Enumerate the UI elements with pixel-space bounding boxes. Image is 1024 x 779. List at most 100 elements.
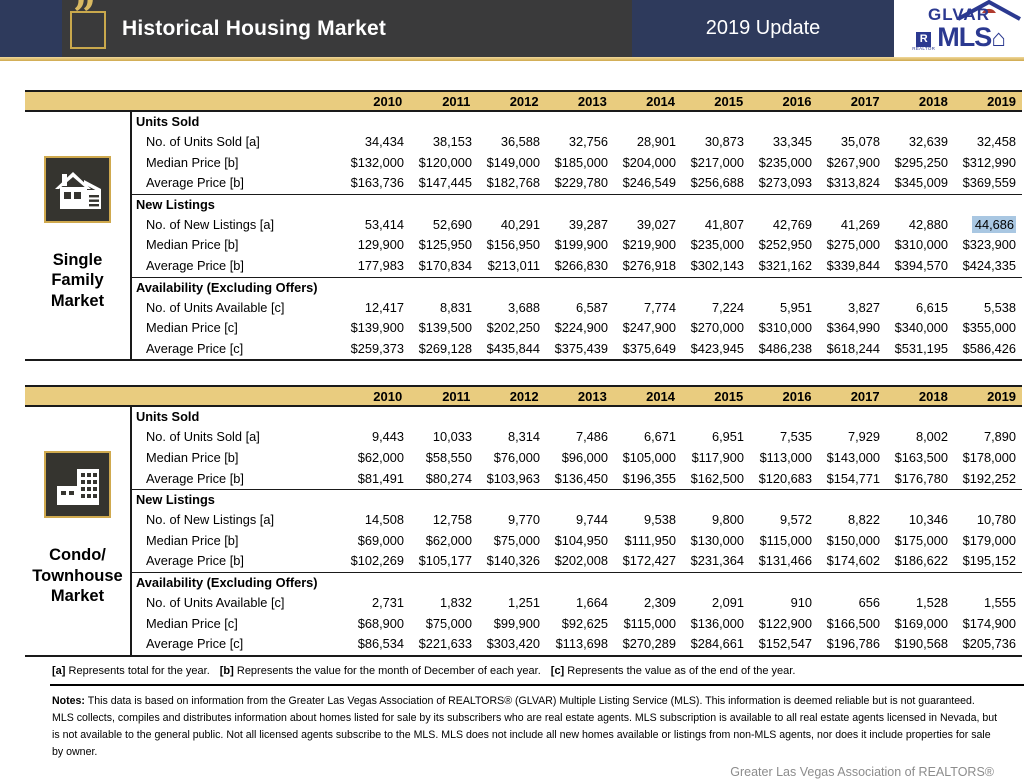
- value-cell: 8,002: [886, 427, 954, 448]
- value-text: $76,000: [493, 449, 540, 465]
- value-text: $486,238: [758, 340, 812, 356]
- value-text: 3,688: [507, 299, 540, 315]
- value-text: $252,950: [758, 237, 812, 253]
- value-text: $130,000: [690, 532, 744, 548]
- value-cell: 7,929: [818, 427, 886, 448]
- value-cell: $130,000: [682, 531, 750, 552]
- row-label: No. of Units Sold [a]: [146, 429, 260, 445]
- row-label: Median Price [c]: [146, 320, 238, 336]
- value-cell: $179,000: [954, 531, 1022, 552]
- year-header: 2010: [373, 93, 403, 109]
- table-row: Average Price [c] $259,373 $269,128 $435,84…: [132, 339, 1022, 360]
- value-cell: $586,426: [954, 339, 1022, 360]
- market-table: 2010 2011 2012 2013 2014 2015 2016 2017 2018 2019…: [25, 385, 1022, 657]
- value-cell: $113,698: [546, 634, 614, 655]
- year-header: 2011: [442, 388, 471, 404]
- value-cell: $185,000: [546, 153, 614, 174]
- value-text: 9,538: [643, 512, 676, 528]
- year-header: 2017: [850, 93, 880, 109]
- value-cell: $139,500: [410, 318, 478, 339]
- value-text: $270,000: [690, 320, 744, 336]
- value-cell: $375,649: [614, 339, 682, 360]
- row-label: Average Price [c]: [146, 636, 244, 652]
- value-cell: 2,731: [342, 593, 410, 614]
- table-row: Median Price [b] $132,000 $120,000 $149,000…: [132, 153, 1022, 174]
- value-text: 12,417: [364, 299, 404, 315]
- row-label: Average Price [b]: [146, 553, 244, 569]
- value-cell: $175,000: [886, 531, 954, 552]
- market-label-line: Market: [50, 291, 105, 310]
- value-text: 12,758: [432, 512, 472, 528]
- value-text: 6,587: [575, 299, 608, 315]
- value-text: $136,000: [690, 615, 744, 631]
- value-text: 10,033: [432, 429, 472, 445]
- value-cell: $136,000: [682, 614, 750, 635]
- value-cell: $302,143: [682, 256, 750, 277]
- value-text: 7,535: [779, 429, 812, 445]
- value-cell: 35,078: [818, 132, 886, 153]
- row-label: No. of New Listings [a]: [146, 512, 275, 528]
- year-header: 2018: [918, 93, 948, 109]
- market-label-line: Townhouse: [32, 566, 123, 585]
- value-text: $86,534: [357, 636, 404, 652]
- value-cell: $204,000: [614, 153, 682, 174]
- value-cell: 8,822: [818, 510, 886, 531]
- value-text: $339,844: [826, 257, 880, 273]
- value-cell: $182,768: [478, 173, 546, 194]
- value-cell: $266,830: [546, 256, 614, 277]
- table-row: Median Price [c] $68,900 $75,000 $99,900 $92…: [132, 614, 1022, 635]
- value-cell: $312,990: [954, 153, 1022, 174]
- row-label: Median Price [b]: [146, 154, 239, 170]
- market-label-line: Family: [51, 271, 104, 290]
- year-header: 2019: [987, 93, 1017, 109]
- value-text: $68,900: [357, 615, 404, 631]
- value-cell: $147,445: [410, 173, 478, 194]
- table-row: Average Price [b] 177,983 $170,834 $213,011…: [132, 256, 1022, 277]
- value-text: $176,780: [894, 470, 948, 486]
- single-family-house-icon: [44, 155, 111, 223]
- value-cell: 32,756: [546, 132, 614, 153]
- value-cell: $170,834: [410, 256, 478, 277]
- value-cell: 3,827: [818, 298, 886, 319]
- value-text: 32,756: [568, 134, 608, 149]
- section-title: Units Sold: [136, 114, 200, 129]
- value-cell: 39,287: [546, 215, 614, 236]
- row-label: Median Price [b]: [146, 237, 239, 253]
- value-text: $125,950: [418, 237, 472, 253]
- value-text: $139,900: [350, 320, 404, 336]
- value-text: 39,027: [636, 216, 676, 232]
- value-text: $58,550: [425, 449, 472, 465]
- value-cell: $531,195: [886, 339, 954, 360]
- value-cell: 2,091: [682, 593, 750, 614]
- value-cell: $117,900: [682, 448, 750, 469]
- value-text: $111,950: [624, 532, 676, 548]
- value-cell: $321,162: [750, 256, 818, 277]
- value-text: $256,688: [690, 175, 744, 191]
- value-text: $117,900: [691, 449, 744, 465]
- year-header: 2011: [442, 93, 471, 109]
- value-cell: $132,000: [342, 153, 410, 174]
- value-cell: 6,671: [614, 427, 682, 448]
- section-title: Availability (Excluding Offers): [136, 279, 318, 295]
- value-text: $295,250: [894, 154, 948, 170]
- value-cell: $618,244: [818, 339, 886, 360]
- value-text: 33,345: [772, 134, 812, 149]
- value-text: 177,983: [357, 257, 404, 273]
- value-cell: $424,335: [954, 256, 1022, 277]
- year-header: 2012: [509, 388, 539, 404]
- value-cell: 32,639: [886, 132, 954, 153]
- value-cell: 177,983: [342, 256, 410, 277]
- house-icon: ⌂: [991, 25, 1006, 52]
- value-cell: $235,000: [750, 153, 818, 174]
- value-cell: 12,758: [410, 510, 478, 531]
- value-cell: $369,559: [954, 173, 1022, 194]
- value-text: $435,844: [486, 340, 540, 356]
- value-cell: $205,736: [954, 634, 1022, 655]
- realtor-r-icon: R: [916, 31, 932, 47]
- value-text: $185,000: [554, 154, 608, 170]
- value-cell: $76,000: [478, 448, 546, 469]
- value-cell: 7,535: [750, 427, 818, 448]
- value-cell: 7,486: [546, 427, 614, 448]
- value-text: $375,439: [554, 340, 608, 356]
- table-section: Units Sold No. of Units Sold [a] 34,434 38,…: [132, 112, 1022, 194]
